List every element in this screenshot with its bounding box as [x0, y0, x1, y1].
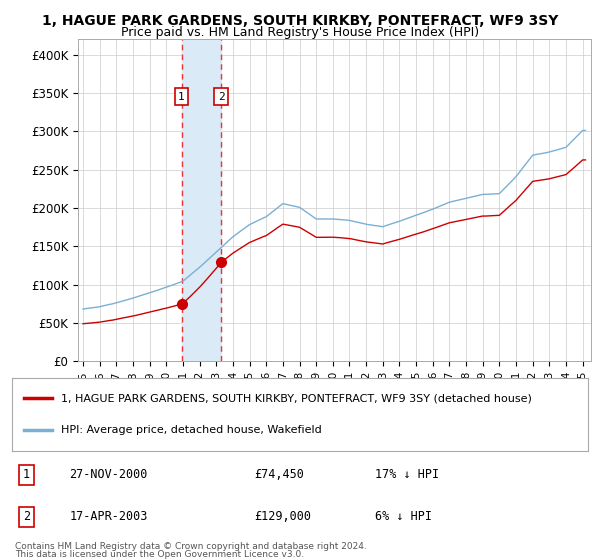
- Text: 2: 2: [23, 510, 30, 523]
- Text: 2: 2: [218, 92, 224, 102]
- Text: 27-NOV-2000: 27-NOV-2000: [70, 468, 148, 481]
- Text: Price paid vs. HM Land Registry's House Price Index (HPI): Price paid vs. HM Land Registry's House …: [121, 26, 479, 39]
- Text: Contains HM Land Registry data © Crown copyright and database right 2024.: Contains HM Land Registry data © Crown c…: [15, 542, 367, 551]
- Text: £74,450: £74,450: [254, 468, 304, 481]
- Text: 1, HAGUE PARK GARDENS, SOUTH KIRKBY, PONTEFRACT, WF9 3SY: 1, HAGUE PARK GARDENS, SOUTH KIRKBY, PON…: [42, 14, 558, 28]
- Text: £129,000: £129,000: [254, 510, 311, 523]
- Text: 1, HAGUE PARK GARDENS, SOUTH KIRKBY, PONTEFRACT, WF9 3SY (detached house): 1, HAGUE PARK GARDENS, SOUTH KIRKBY, PON…: [61, 393, 532, 403]
- Text: 1: 1: [23, 468, 30, 481]
- Text: This data is licensed under the Open Government Licence v3.0.: This data is licensed under the Open Gov…: [15, 550, 304, 559]
- Text: 6% ↓ HPI: 6% ↓ HPI: [375, 510, 432, 523]
- Text: HPI: Average price, detached house, Wakefield: HPI: Average price, detached house, Wake…: [61, 426, 322, 436]
- Text: 1: 1: [178, 92, 185, 102]
- Bar: [182, 39, 221, 361]
- Text: 17% ↓ HPI: 17% ↓ HPI: [375, 468, 439, 481]
- Text: 17-APR-2003: 17-APR-2003: [70, 510, 148, 523]
